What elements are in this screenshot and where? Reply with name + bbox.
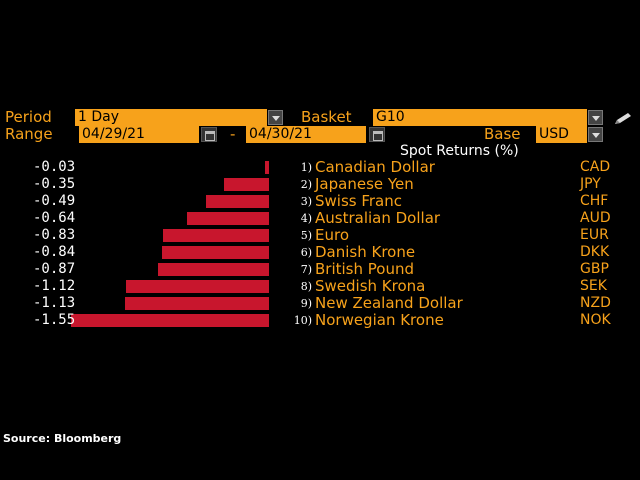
list-item[interactable]: -0.84 6) Danish Krone DKK [0,244,640,261]
list-item[interactable]: -0.83 5) Euro EUR [0,227,640,244]
base-label: Base [484,125,521,143]
currency-name: Euro [315,226,349,244]
rank-number: 4) [300,212,312,225]
currency-name: New Zealand Dollar [315,294,463,312]
return-bar [157,263,269,276]
currency-code: DKK [580,244,610,260]
period-label: Period [5,108,52,126]
source-note: Source: Bloomberg [3,432,122,445]
currency-code: CAD [580,159,611,175]
currency-name: Norwegian Krone [315,311,444,329]
range-end-calendar-icon[interactable] [369,127,385,142]
list-item[interactable]: -0.87 7) British Pound GBP [0,261,640,278]
rank-number: 7) [300,263,312,276]
currency-code: EUR [580,227,609,243]
return-value: -0.35 [33,176,76,192]
range-start-input[interactable]: 04/29/21 [79,126,199,143]
rank-number: 5) [300,229,312,242]
return-value: -0.49 [33,193,76,209]
list-item[interactable]: -0.35 2) Japanese Yen JPY [0,176,640,193]
rank-number: 6) [300,246,312,259]
rank-number: 2) [300,178,312,191]
currency-code: NOK [580,312,611,328]
rank-number: 1) [300,161,312,174]
range-label: Range [5,125,53,143]
currency-code: JPY [580,176,601,192]
currency-code: GBP [580,261,609,277]
range-start-calendar-icon[interactable] [201,127,217,142]
return-bar [71,314,269,327]
return-value: -1.55 [33,312,76,328]
rank-number: 8) [300,280,312,293]
return-bar [224,178,269,191]
return-bar [265,161,269,174]
currency-code: SEK [580,278,607,294]
return-value: -0.84 [33,244,76,260]
base-select[interactable]: USD [536,126,587,143]
return-value: -0.64 [33,210,76,226]
return-bar [125,280,269,293]
list-item[interactable]: -0.03 1) Canadian Dollar CAD [0,159,640,176]
currency-name: Danish Krone [315,243,416,261]
return-bar [162,229,269,242]
currency-code: CHF [580,193,609,209]
range-separator: - [230,125,236,143]
currency-name: Swedish Krona [315,277,426,295]
range-end-input[interactable]: 04/30/21 [246,126,366,143]
period-select[interactable]: 1 Day [75,109,267,126]
chart-title: Spot Returns (%) [400,143,519,159]
return-bar [124,297,269,310]
currency-code: NZD [580,295,611,311]
currency-name: Australian Dollar [315,209,441,227]
currency-name: Japanese Yen [315,175,414,193]
rank-number: 3) [300,195,312,208]
return-value: -0.03 [33,159,76,175]
base-dropdown-arrow-icon[interactable] [588,127,603,142]
currency-name: British Pound [315,260,414,278]
basket-select[interactable]: G10 [373,109,587,126]
basket-label: Basket [301,108,352,126]
return-value: -1.13 [33,295,76,311]
period-dropdown-arrow-icon[interactable] [268,110,283,125]
currency-name: Swiss Franc [315,192,403,210]
basket-dropdown-arrow-icon[interactable] [588,110,603,125]
return-value: -0.87 [33,261,76,277]
list-item[interactable]: -0.64 4) Australian Dollar AUD [0,210,640,227]
rank-number: 10) [293,314,312,327]
return-bar [161,246,269,259]
pencil-icon[interactable] [613,112,633,126]
list-item[interactable]: -1.55 10) Norwegian Krone NOK [0,312,640,329]
return-bar [187,212,269,225]
return-bar [206,195,269,208]
list-item[interactable]: -1.13 9) New Zealand Dollar NZD [0,295,640,312]
return-value: -1.12 [33,278,76,294]
rank-number: 9) [300,297,312,310]
currency-code: AUD [580,210,611,226]
list-item[interactable]: -1.12 8) Swedish Krona SEK [0,278,640,295]
list-item[interactable]: -0.49 3) Swiss Franc CHF [0,193,640,210]
return-value: -0.83 [33,227,76,243]
currency-name: Canadian Dollar [315,158,435,176]
